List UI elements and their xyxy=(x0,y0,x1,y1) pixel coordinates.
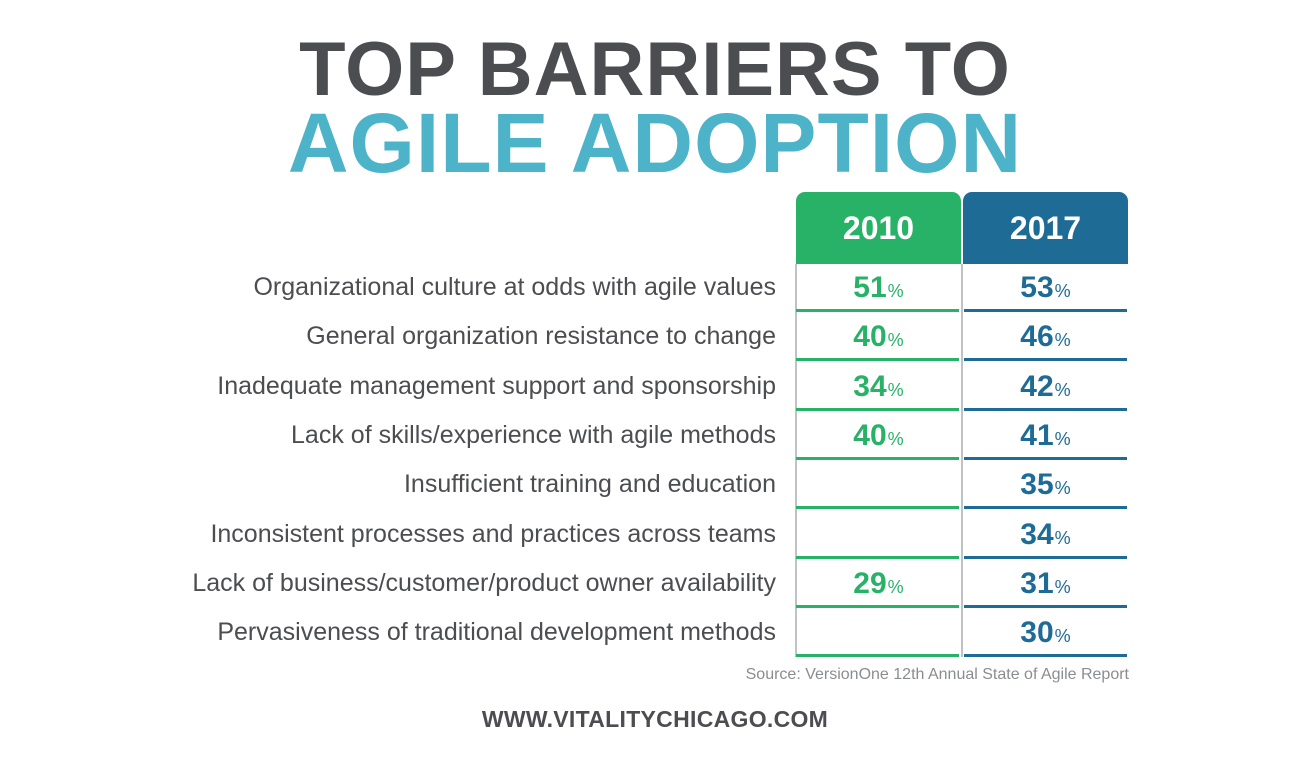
percent-sign: % xyxy=(1054,281,1071,301)
percent-sign: % xyxy=(1054,576,1071,597)
title-line-2: AGILE ADOPTION xyxy=(287,96,1023,190)
percent-sign: % xyxy=(887,330,904,351)
row-underline-2017 xyxy=(964,604,1127,608)
row-underline-2017 xyxy=(964,654,1127,658)
row-underline-2017 xyxy=(964,555,1127,559)
percent-sign: % xyxy=(887,281,904,301)
column-header-2017: 2017 xyxy=(963,192,1128,264)
row-underline-2017 xyxy=(964,506,1127,510)
value-2010: 34% xyxy=(796,370,961,407)
row-label: Organizational culture at odds with agil… xyxy=(253,273,776,301)
row-underline-2010 xyxy=(796,506,959,510)
value-number: 40 xyxy=(853,320,887,354)
row-underline-2010 xyxy=(796,358,959,362)
percent-sign: % xyxy=(1054,379,1071,400)
value-number: 42 xyxy=(1020,369,1054,403)
value-number: 29 xyxy=(853,566,887,600)
column-divider-2010 xyxy=(795,264,797,657)
percent-sign: % xyxy=(1054,527,1071,548)
row-label: Inconsistent processes and practices acr… xyxy=(210,519,776,548)
row-underline-2017 xyxy=(964,407,1127,411)
value-number: 53 xyxy=(1020,271,1054,304)
value-number: 51 xyxy=(853,271,887,304)
value-number: 34 xyxy=(1020,517,1054,551)
title-line-1: TOP BARRIERS TO xyxy=(299,27,1011,112)
row-underline-2010 xyxy=(796,456,959,460)
value-2017: 31% xyxy=(963,567,1128,604)
value-number: 40 xyxy=(853,418,887,452)
column-header-2010: 2010 xyxy=(796,192,961,264)
percent-sign: % xyxy=(887,576,904,597)
value-number: 41 xyxy=(1020,418,1054,452)
source-note: Source: VersionOne 12th Annual State of … xyxy=(745,666,1129,683)
value-2017: 41% xyxy=(963,419,1128,456)
value-number: 46 xyxy=(1020,320,1054,354)
percent-sign: % xyxy=(1054,626,1071,647)
row-underline-2010 xyxy=(796,555,959,559)
row-label: Insufficient training and education xyxy=(403,470,776,499)
value-number: 35 xyxy=(1020,468,1054,502)
percent-sign: % xyxy=(1054,478,1071,499)
row-label: Pervasiveness of traditional development… xyxy=(217,618,776,647)
value-2010: 40% xyxy=(796,320,961,357)
row-underline-2017 xyxy=(964,456,1127,460)
value-number: 34 xyxy=(853,369,887,403)
row-underline-2010 xyxy=(796,407,959,411)
row-underline-2010 xyxy=(796,309,959,312)
row-label: Lack of skills/experience with agile met… xyxy=(291,420,776,449)
website-footer: WWW.VITALITYCHICAGO.COM xyxy=(481,706,829,732)
percent-sign: % xyxy=(1054,330,1071,351)
row-label: General organization resistance to chang… xyxy=(306,322,776,351)
value-2017: 46% xyxy=(963,320,1128,357)
value-number: 30 xyxy=(1020,616,1054,650)
percent-sign: % xyxy=(887,379,904,400)
column-divider-2017 xyxy=(961,264,963,657)
row-underline-2010 xyxy=(796,604,959,608)
value-2010: 51% xyxy=(796,271,961,308)
row-label: Lack of business/customer/product owner … xyxy=(192,568,776,597)
row-underline-2017 xyxy=(964,358,1127,362)
value-number: 31 xyxy=(1020,566,1054,600)
value-2010: 29% xyxy=(796,567,961,604)
row-underline-2010 xyxy=(796,654,959,658)
value-2017: 34% xyxy=(963,518,1128,555)
percent-sign: % xyxy=(887,428,904,449)
percent-sign: % xyxy=(1054,428,1071,449)
value-2017: 53% xyxy=(963,271,1128,308)
value-2017: 35% xyxy=(963,468,1128,505)
value-2017: 30% xyxy=(963,616,1128,653)
value-2010: 40% xyxy=(796,419,961,456)
row-label: Inadequate management support and sponso… xyxy=(217,371,776,400)
row-underline-2017 xyxy=(964,309,1127,312)
value-2017: 42% xyxy=(963,370,1128,407)
